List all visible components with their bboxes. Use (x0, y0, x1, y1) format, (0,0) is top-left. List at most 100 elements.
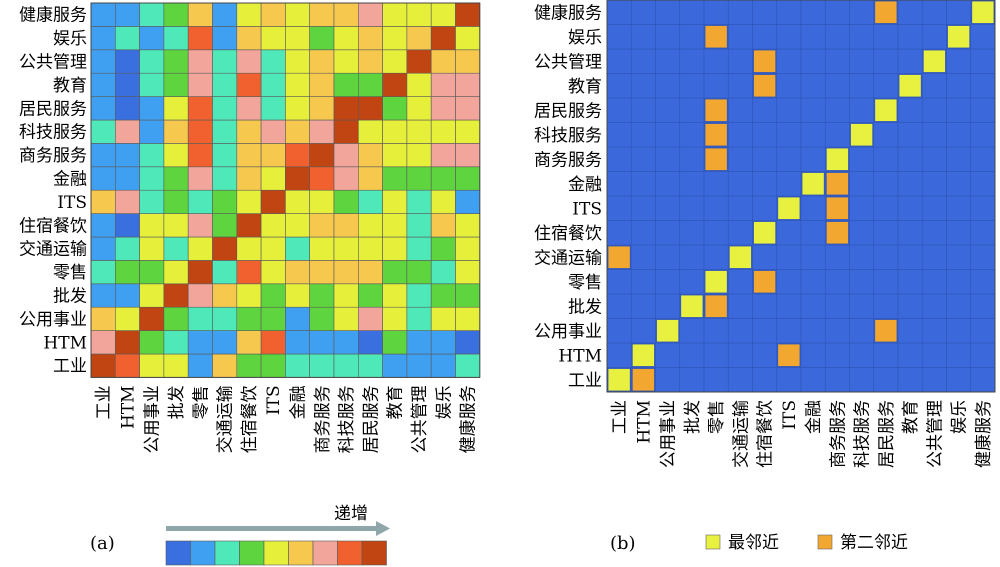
heatmap-b-cell (921, 24, 947, 50)
heatmap-b-cell (921, 244, 947, 270)
heatmap-b-cell (970, 146, 996, 172)
heatmap-b-cell (897, 195, 923, 221)
heatmap-a-cell (309, 49, 335, 74)
heatmap-a-cell (187, 119, 213, 144)
heatmap-a-cell (187, 306, 213, 331)
legend-label: 第二邻近 (840, 533, 908, 553)
heatmap-b-cell (606, 342, 632, 368)
heatmap-a-cell (115, 96, 140, 121)
heatmap-b-cell (630, 122, 656, 148)
heatmap-a-cell (309, 189, 335, 214)
heatmap-b-cell (776, 0, 802, 25)
heatmap-b-cell (849, 171, 875, 197)
heatmap-b-cell (776, 244, 802, 270)
heatmap-a-cell (187, 330, 213, 355)
heatmap-b-cell (921, 269, 947, 295)
nearest-neighbor-cell (947, 25, 971, 49)
heatmap-a-cell (90, 189, 116, 214)
heatmap-b-cell (800, 269, 826, 295)
heatmap-b-cell (752, 244, 778, 270)
heatmap-b-cell (679, 318, 705, 344)
heatmap-a-cell (285, 72, 310, 97)
heatmap-b-cell (849, 293, 875, 319)
heatmap-a-cell (357, 260, 383, 285)
heatmap-a-y-tick-label: 商务服务 (19, 146, 87, 166)
heatmap-b-cell (946, 269, 972, 295)
heatmap-a-cell (90, 96, 116, 121)
color-scale-swatch (337, 540, 363, 566)
heatmap-b-cell (824, 293, 850, 319)
heatmap-b-cell (752, 293, 778, 319)
heatmap-b-cell (849, 97, 875, 123)
heatmap-b-cell (824, 73, 850, 99)
heatmap-a-cell (90, 49, 116, 74)
panel-b-label: (b) (610, 533, 636, 554)
heatmap-a-cell (430, 330, 456, 355)
heatmap-a-cell (285, 96, 310, 121)
heatmap-a-cell (333, 306, 359, 331)
second-nearest-neighbor-cell (704, 147, 728, 171)
heatmap-a-cell (139, 96, 165, 121)
heatmap-b-cell (606, 97, 632, 123)
heatmap-b-cell (824, 122, 850, 148)
heatmap-a-cell (90, 306, 116, 331)
heatmap-b-y-tick-label: 住宿餐饮 (534, 224, 602, 244)
heatmap-a-cell (430, 236, 456, 261)
heatmap-b-cell (800, 146, 826, 172)
heatmap-a-cell (139, 330, 165, 355)
heatmap-a-y-tick-label: ITS (57, 193, 87, 213)
heatmap-a-cell (260, 353, 286, 378)
heatmap-b-cell (897, 171, 923, 197)
heatmap-a-cell (212, 283, 238, 308)
heatmap-b-cell (776, 122, 802, 148)
heatmap-a-cell (455, 143, 481, 168)
heatmap-b-cell (800, 220, 826, 246)
heatmap-b-cell (655, 269, 681, 295)
heatmap-b-y-tick-label: 商务服务 (534, 150, 602, 170)
heatmap-b-cell (727, 171, 753, 197)
heatmap-b-cell (849, 318, 875, 344)
second-nearest-neighbor-cell (704, 25, 728, 49)
heatmap-a-y-tick-label: 居民服务 (19, 99, 87, 119)
heatmap-b-y-tick-label: 金融 (568, 175, 602, 195)
heatmap-a-cell (382, 119, 408, 144)
heatmap-a-cell (333, 353, 359, 378)
heatmap-a-cells (90, 2, 481, 378)
heatmap-a-cell (285, 330, 310, 355)
heatmap-a-cell (285, 49, 310, 74)
heatmap-b-cell (946, 220, 972, 246)
heatmap-a-cell (357, 2, 383, 27)
heatmap-a-cell (382, 353, 408, 378)
heatmap-a-y-tick-label: 零售 (53, 263, 87, 283)
heatmap-b-cell (679, 269, 705, 295)
heatmap-a-cell (139, 283, 165, 308)
heatmap-a-cell (90, 166, 116, 191)
heatmap-a-x-tick-label: 娱乐 (434, 385, 454, 419)
second-nearest-neighbor-cell (631, 368, 655, 392)
heatmap-b-cell (630, 318, 656, 344)
heatmap-b-cell (776, 367, 802, 393)
heatmap-b-cell (727, 97, 753, 123)
heatmap-a-cell (115, 166, 140, 191)
heatmap-b-cell (946, 318, 972, 344)
heatmap-a-cell (90, 72, 116, 97)
second-nearest-neighbor-cell (753, 74, 777, 98)
heatmap-b-cell (679, 24, 705, 50)
heatmap-a-cell (382, 26, 408, 51)
heatmap-a-cell (382, 189, 408, 214)
heatmap-a-cell (236, 49, 262, 74)
heatmap-b-cell (800, 48, 826, 74)
heatmap-a-cell (115, 260, 140, 285)
heatmap-b-cell (897, 97, 923, 123)
heatmap-b-cell (897, 220, 923, 246)
heatmap-b-cell (946, 73, 972, 99)
heatmap-b-x-tick-label: 公共管理 (925, 400, 945, 468)
heatmap-a-cell (455, 236, 481, 261)
heatmap-a-cell (333, 26, 359, 51)
heatmap-b-cell (630, 220, 656, 246)
heatmap-b-cell (873, 195, 899, 221)
heatmap-a-cell (260, 2, 286, 27)
heatmap-a-cell (333, 260, 359, 285)
heatmap-b-cell (873, 122, 899, 148)
